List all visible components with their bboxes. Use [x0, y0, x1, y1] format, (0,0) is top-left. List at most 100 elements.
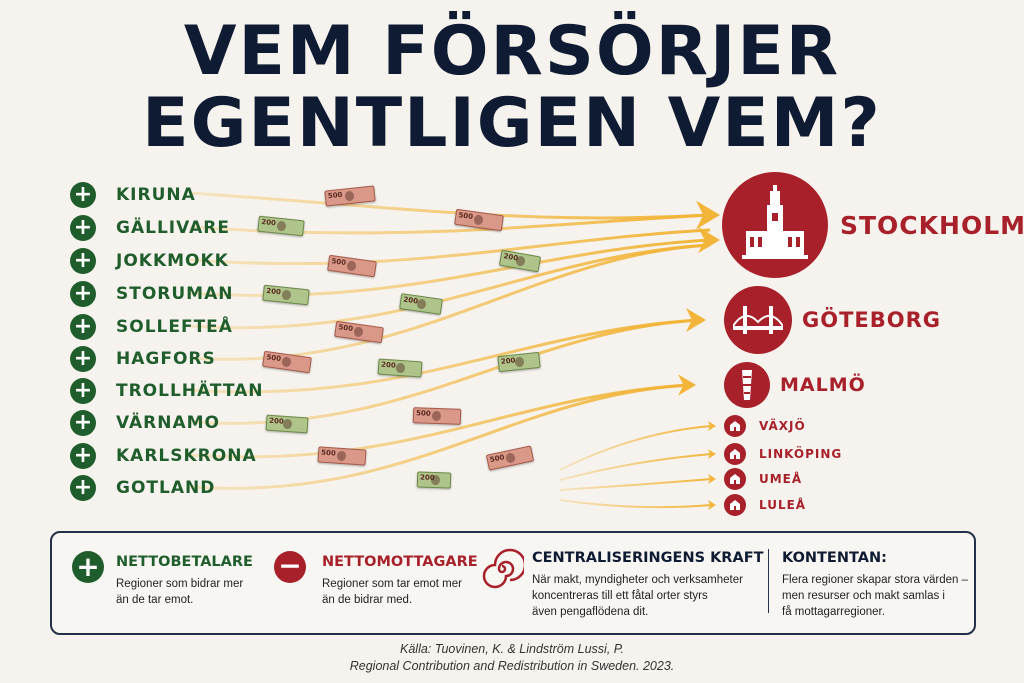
- banknote-denomination: 200: [268, 416, 285, 426]
- dest-label: LULEÅ: [759, 498, 807, 512]
- dest-stockholm: STOCKHOLM: [722, 172, 1024, 278]
- building-icon: [724, 494, 746, 516]
- flow-line-minor: [559, 499, 713, 509]
- banknote-icon: 200: [377, 358, 423, 378]
- legend-central-title: CENTRALISERINGENS KRAFT: [532, 550, 764, 566]
- arrow-head-small: [708, 421, 716, 431]
- arrow-head-small: [708, 500, 716, 510]
- dest-label: VÄXJÖ: [759, 419, 806, 433]
- portrait-icon: [514, 356, 525, 368]
- banknote-denomination: 500: [457, 211, 474, 222]
- banknote-icon: 200: [265, 414, 309, 434]
- plus-icon: +: [70, 248, 96, 274]
- text-line: få mottagarregioner.: [782, 606, 885, 618]
- portrait-icon: [504, 452, 516, 464]
- text-line: Regioner som tar emot mer: [322, 578, 462, 590]
- flow-line-minor: [559, 478, 713, 491]
- legend-kontentan-text: Flera regioner skapar stora värden – men…: [782, 572, 968, 620]
- dest-lulea: LULEÅ: [724, 494, 806, 516]
- portrait-icon: [430, 474, 440, 486]
- portrait-icon: [281, 289, 292, 301]
- flow-line-minor: [559, 453, 713, 481]
- portrait-icon: [281, 356, 293, 368]
- flow-line-minor: [559, 425, 713, 471]
- tower-icon: [724, 362, 770, 408]
- portrait-icon: [346, 260, 358, 272]
- portrait-icon: [344, 190, 355, 202]
- arrow-head: [696, 200, 720, 230]
- region-label: SOLLEFTEÅ: [116, 317, 233, 337]
- building-icon: [724, 415, 746, 437]
- title-line-2: EGENTLIGEN VEM?: [142, 84, 882, 163]
- banknote-denomination: 200: [260, 217, 277, 228]
- portrait-icon: [473, 214, 485, 226]
- flow-line: [189, 191, 711, 220]
- region-label: KARLSKRONA: [116, 446, 257, 466]
- region-hagfors: + HAGFORS: [70, 344, 216, 374]
- text-line: men resurser och makt samlas i: [782, 590, 945, 602]
- building-icon: [724, 468, 746, 490]
- arrow-head: [686, 308, 706, 332]
- plus-icon: +: [70, 443, 96, 469]
- banknote-icon: 200: [416, 471, 452, 489]
- plus-icon: +: [70, 378, 96, 404]
- arrow-head-small: [708, 474, 716, 484]
- banknote-denomination: 200: [265, 286, 282, 297]
- building-icon: [724, 443, 746, 465]
- dest-label: GÖTEBORG: [802, 308, 942, 332]
- text-line: än de bidrar med.: [322, 594, 413, 606]
- region-label: GÄLLIVARE: [116, 218, 230, 238]
- banknote-denomination: 500: [337, 323, 354, 334]
- text-line: Flera regioner skapar stora värden –: [782, 574, 969, 586]
- region-jokkmokk: + JOKKMOKK: [70, 246, 229, 276]
- dest-umea: UMEÅ: [724, 468, 802, 490]
- legend-divider: [768, 549, 769, 613]
- region-label: GOTLAND: [116, 478, 216, 498]
- city-hall-icon: [722, 172, 828, 278]
- minus-icon: −: [274, 551, 306, 583]
- banknote-icon: 500: [317, 446, 367, 466]
- flow-line: [189, 243, 711, 330]
- portrait-icon: [276, 220, 287, 232]
- portrait-icon: [353, 326, 365, 338]
- text-line: än de tar emot.: [116, 594, 194, 606]
- dest-linkoping: LINKÖPING: [724, 443, 842, 465]
- region-solleftea: + SOLLEFTEÅ: [70, 312, 233, 342]
- legend-nettobetalare-text: Regioner som bidrar mer än de tar emot.: [116, 576, 243, 608]
- text-line: koncentreras till ett fåtal orter styrs: [532, 590, 708, 602]
- region-gotland: + GOTLAND: [70, 473, 215, 503]
- portrait-icon: [432, 410, 442, 422]
- banknote-denomination: 500: [489, 453, 506, 465]
- plus-icon: +: [72, 551, 104, 583]
- region-label: VÄRNAMO: [116, 413, 221, 433]
- flow-line: [189, 318, 701, 394]
- banknote-denomination: 500: [330, 257, 347, 268]
- text-line: även pengaflödena dit.: [532, 606, 649, 618]
- dest-goteborg: GÖTEBORG: [724, 286, 941, 354]
- legend-nettomottagare-title: NETTOMOTTAGARE: [322, 554, 478, 570]
- dest-malmo: MALMÖ: [724, 362, 866, 408]
- portrait-icon: [416, 298, 427, 310]
- region-varnamo: + VÄRNAMO: [70, 408, 220, 438]
- plus-icon: +: [70, 314, 96, 340]
- arrow-head: [698, 226, 720, 254]
- plus-icon: +: [70, 475, 96, 501]
- legend-box: + NETTOBETALARE Regioner som bidrar mer …: [50, 531, 976, 635]
- plus-icon: +: [70, 346, 96, 372]
- legend-nettobetalare-title: NETTOBETALARE: [116, 554, 253, 570]
- text-line: Regioner som bidrar mer: [116, 578, 244, 590]
- region-label: JOKKMOKK: [116, 251, 229, 271]
- banknote-denomination: 500: [415, 409, 431, 418]
- plus-icon: +: [70, 182, 96, 208]
- region-label: STORUMAN: [116, 284, 234, 304]
- region-karlskrona: + KARLSKRONA: [70, 441, 257, 471]
- dest-label: STOCKHOLM: [840, 210, 1024, 240]
- flow-line: [189, 383, 691, 459]
- banknote-icon: 500: [412, 407, 462, 425]
- dest-label: MALMÖ: [780, 374, 866, 396]
- region-trollhattan: + TROLLHÄTTAN: [70, 376, 264, 406]
- title-line-1: VEM FÖRSÖRJER: [183, 12, 841, 91]
- portrait-icon: [282, 418, 293, 430]
- flow-line: [189, 383, 691, 490]
- banknote-denomination: 200: [380, 360, 397, 370]
